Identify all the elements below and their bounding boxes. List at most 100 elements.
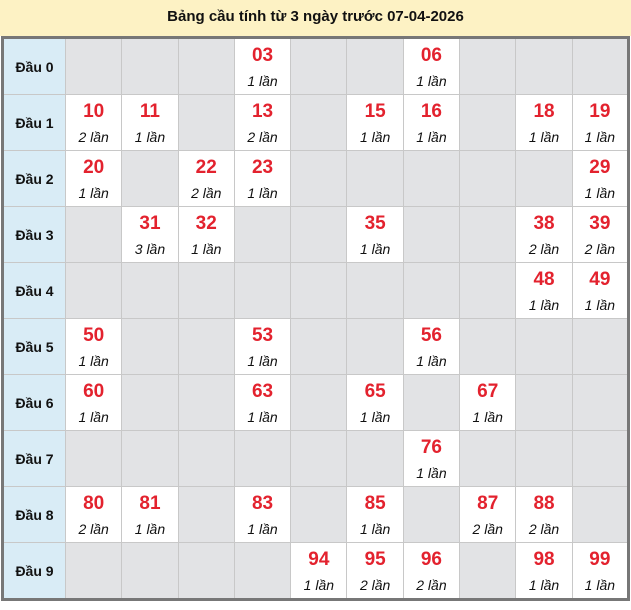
empty-cell: [459, 430, 517, 487]
empty-cell: [571, 430, 630, 487]
empty-cell: [177, 430, 235, 487]
count: 2 lần: [528, 240, 560, 257]
table-row: Đầu 0 03 1 lần 06 1 lần: [2, 37, 630, 95]
count: 2 lần: [584, 240, 616, 257]
number: 65: [364, 380, 386, 402]
number: 29: [589, 156, 611, 178]
empty-cell: [571, 318, 630, 375]
count: 1 lần: [528, 296, 560, 313]
number: 35: [364, 212, 386, 234]
number: 67: [477, 380, 499, 402]
number: 20: [83, 156, 105, 178]
count: 1 lần: [584, 184, 616, 201]
row-label: Đầu 2: [2, 150, 66, 207]
empty-cell: [571, 486, 630, 543]
empty-cell: [346, 318, 404, 375]
count: 1 lần: [134, 520, 166, 537]
empty-cell: [121, 37, 179, 95]
empty-cell: [64, 542, 123, 600]
row-label: Đầu 7: [2, 430, 66, 487]
count: 1 lần: [78, 352, 109, 369]
number: 99: [589, 548, 611, 570]
number: 87: [477, 492, 499, 514]
number-cell: 35 1 lần: [346, 206, 404, 263]
number-cell: 99 1 lần: [571, 542, 630, 600]
empty-cell: [121, 262, 179, 319]
number-cell: 38 2 lần: [515, 206, 573, 263]
number-cell: 81 1 lần: [121, 486, 179, 543]
number-cell: 15 1 lần: [346, 94, 404, 151]
number-cell: 80 2 lần: [64, 486, 123, 543]
number: 60: [83, 380, 105, 402]
count: 3 lần: [134, 240, 166, 257]
empty-cell: [233, 206, 292, 263]
count: 1 lần: [416, 464, 447, 481]
count: 1 lần: [584, 576, 616, 593]
number-cell: 96 2 lần: [402, 542, 461, 600]
empty-cell: [121, 150, 179, 207]
table-row: Đầu 7 76 1 lần: [2, 430, 630, 487]
table-row: Đầu 1 10 2 lần 11 1 lần 13 2 lần 15 1 lần 16 1 lần…: [2, 94, 630, 151]
empty-cell: [459, 37, 517, 95]
empty-cell: [177, 318, 235, 375]
empty-cell: [290, 150, 348, 207]
number: 63: [251, 380, 274, 402]
empty-cell: [515, 37, 573, 95]
row-label: Đầu 4: [2, 262, 66, 319]
number-cell: 16 1 lần: [402, 94, 461, 151]
number: 32: [195, 212, 217, 234]
empty-cell: [121, 318, 179, 375]
empty-cell: [459, 206, 517, 263]
empty-cell: [177, 486, 235, 543]
number-cell: 88 2 lần: [515, 486, 573, 543]
count: 2 lần: [191, 184, 222, 201]
count: 1 lần: [416, 128, 447, 145]
number-cell: 53 1 lần: [233, 318, 292, 375]
number: 94: [308, 548, 330, 570]
empty-cell: [233, 262, 292, 319]
table-row: Đầu 2 20 1 lần 22 2 lần 23 1 lần 29 1 lần: [2, 150, 630, 207]
number-cell: 67 1 lần: [459, 374, 517, 431]
number-cell: 10 2 lần: [64, 94, 123, 151]
empty-cell: [121, 430, 179, 487]
row-label: Đầu 0: [2, 37, 66, 95]
empty-cell: [402, 486, 461, 543]
table-row: Đầu 5 50 1 lần 53 1 lần 56 1 lần: [2, 318, 630, 375]
count: 2 lần: [247, 128, 278, 145]
number: 38: [533, 212, 555, 234]
count: 1 lần: [78, 184, 109, 201]
count: 1 lần: [191, 240, 222, 257]
number: 10: [83, 100, 105, 122]
count: 1 lần: [416, 352, 447, 369]
empty-cell: [459, 262, 517, 319]
count: 1 lần: [359, 128, 391, 145]
empty-cell: [290, 206, 348, 263]
count: 1 lần: [584, 128, 616, 145]
number-cell: 22 2 lần: [177, 150, 235, 207]
number: 56: [420, 324, 442, 346]
number-cell: 85 1 lần: [346, 486, 404, 543]
number-cell: 11 1 lần: [121, 94, 179, 151]
count: 1 lần: [584, 296, 616, 313]
count: 1 lần: [247, 408, 278, 425]
empty-cell: [233, 430, 292, 487]
empty-cell: [290, 318, 348, 375]
empty-cell: [290, 374, 348, 431]
number-cell: 03 1 lần: [233, 37, 292, 95]
number: 31: [139, 212, 161, 234]
count: 1 lần: [359, 520, 391, 537]
empty-cell: [290, 430, 348, 487]
count: 2 lần: [78, 128, 109, 145]
number: 85: [364, 492, 386, 514]
empty-cell: [346, 150, 404, 207]
number: 22: [195, 156, 217, 178]
number-cell: 76 1 lần: [402, 430, 461, 487]
count: 1 lần: [134, 128, 166, 145]
number-cell: 18 1 lần: [515, 94, 573, 151]
count: 1 lần: [247, 352, 278, 369]
number: 95: [364, 548, 386, 570]
empty-cell: [459, 318, 517, 375]
count: 1 lần: [303, 576, 335, 593]
count: 1 lần: [528, 576, 560, 593]
number-cell: 50 1 lần: [64, 318, 123, 375]
